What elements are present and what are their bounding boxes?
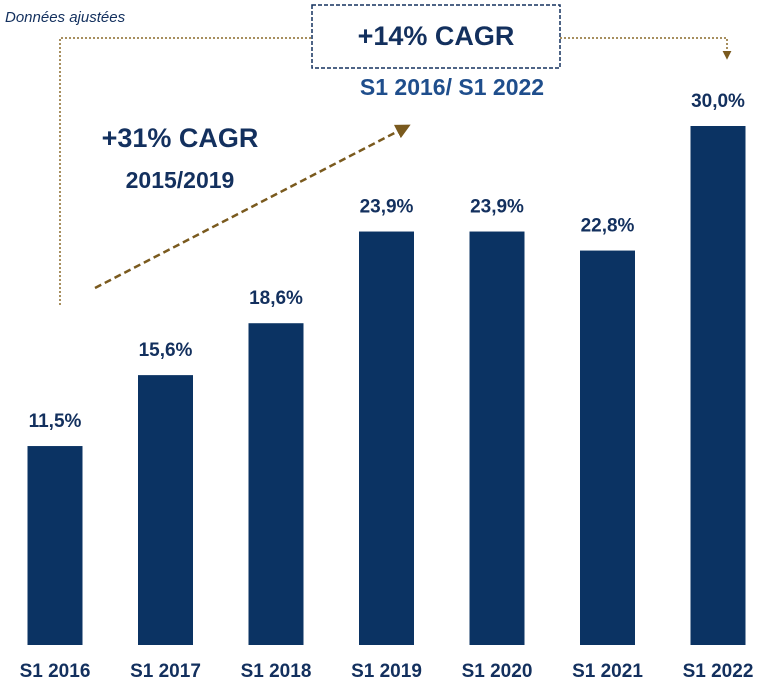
connector-line (59, 37, 312, 305)
annotation: S1 2016/ S1 2022 (360, 74, 544, 100)
connector-arrow (560, 37, 732, 60)
value-label: 15,6% (139, 340, 193, 361)
x-tick-label: S1 2021 (572, 661, 643, 682)
value-label: 23,9% (360, 197, 414, 218)
bar (27, 446, 83, 645)
annotation: +14% CAGR (358, 21, 515, 51)
x-tick-label: S1 2018 (241, 661, 312, 682)
bar (469, 231, 525, 645)
bar (580, 250, 635, 645)
x-tick-label: S1 2020 (462, 661, 533, 682)
x-tick-label: S1 2019 (351, 661, 422, 682)
value-label: 30,0% (691, 91, 745, 112)
bar (359, 231, 414, 645)
note: Données ajustées (5, 9, 126, 26)
x-tick-label: S1 2017 (130, 661, 201, 682)
cagr-box (311, 4, 561, 69)
trend-arrow (94, 124, 411, 290)
annotation: +31% CAGR (102, 123, 259, 153)
bar (690, 126, 746, 645)
bar (248, 323, 304, 645)
annotation: 2015/2019 (126, 167, 235, 193)
value-label: 23,9% (470, 197, 524, 218)
value-label: 22,8% (581, 216, 635, 237)
bar (138, 375, 193, 645)
x-tick-label: S1 2022 (683, 661, 754, 682)
value-label: 18,6% (249, 288, 303, 309)
x-tick-label: S1 2016 (20, 661, 91, 682)
value-label: 11,5% (29, 411, 82, 432)
